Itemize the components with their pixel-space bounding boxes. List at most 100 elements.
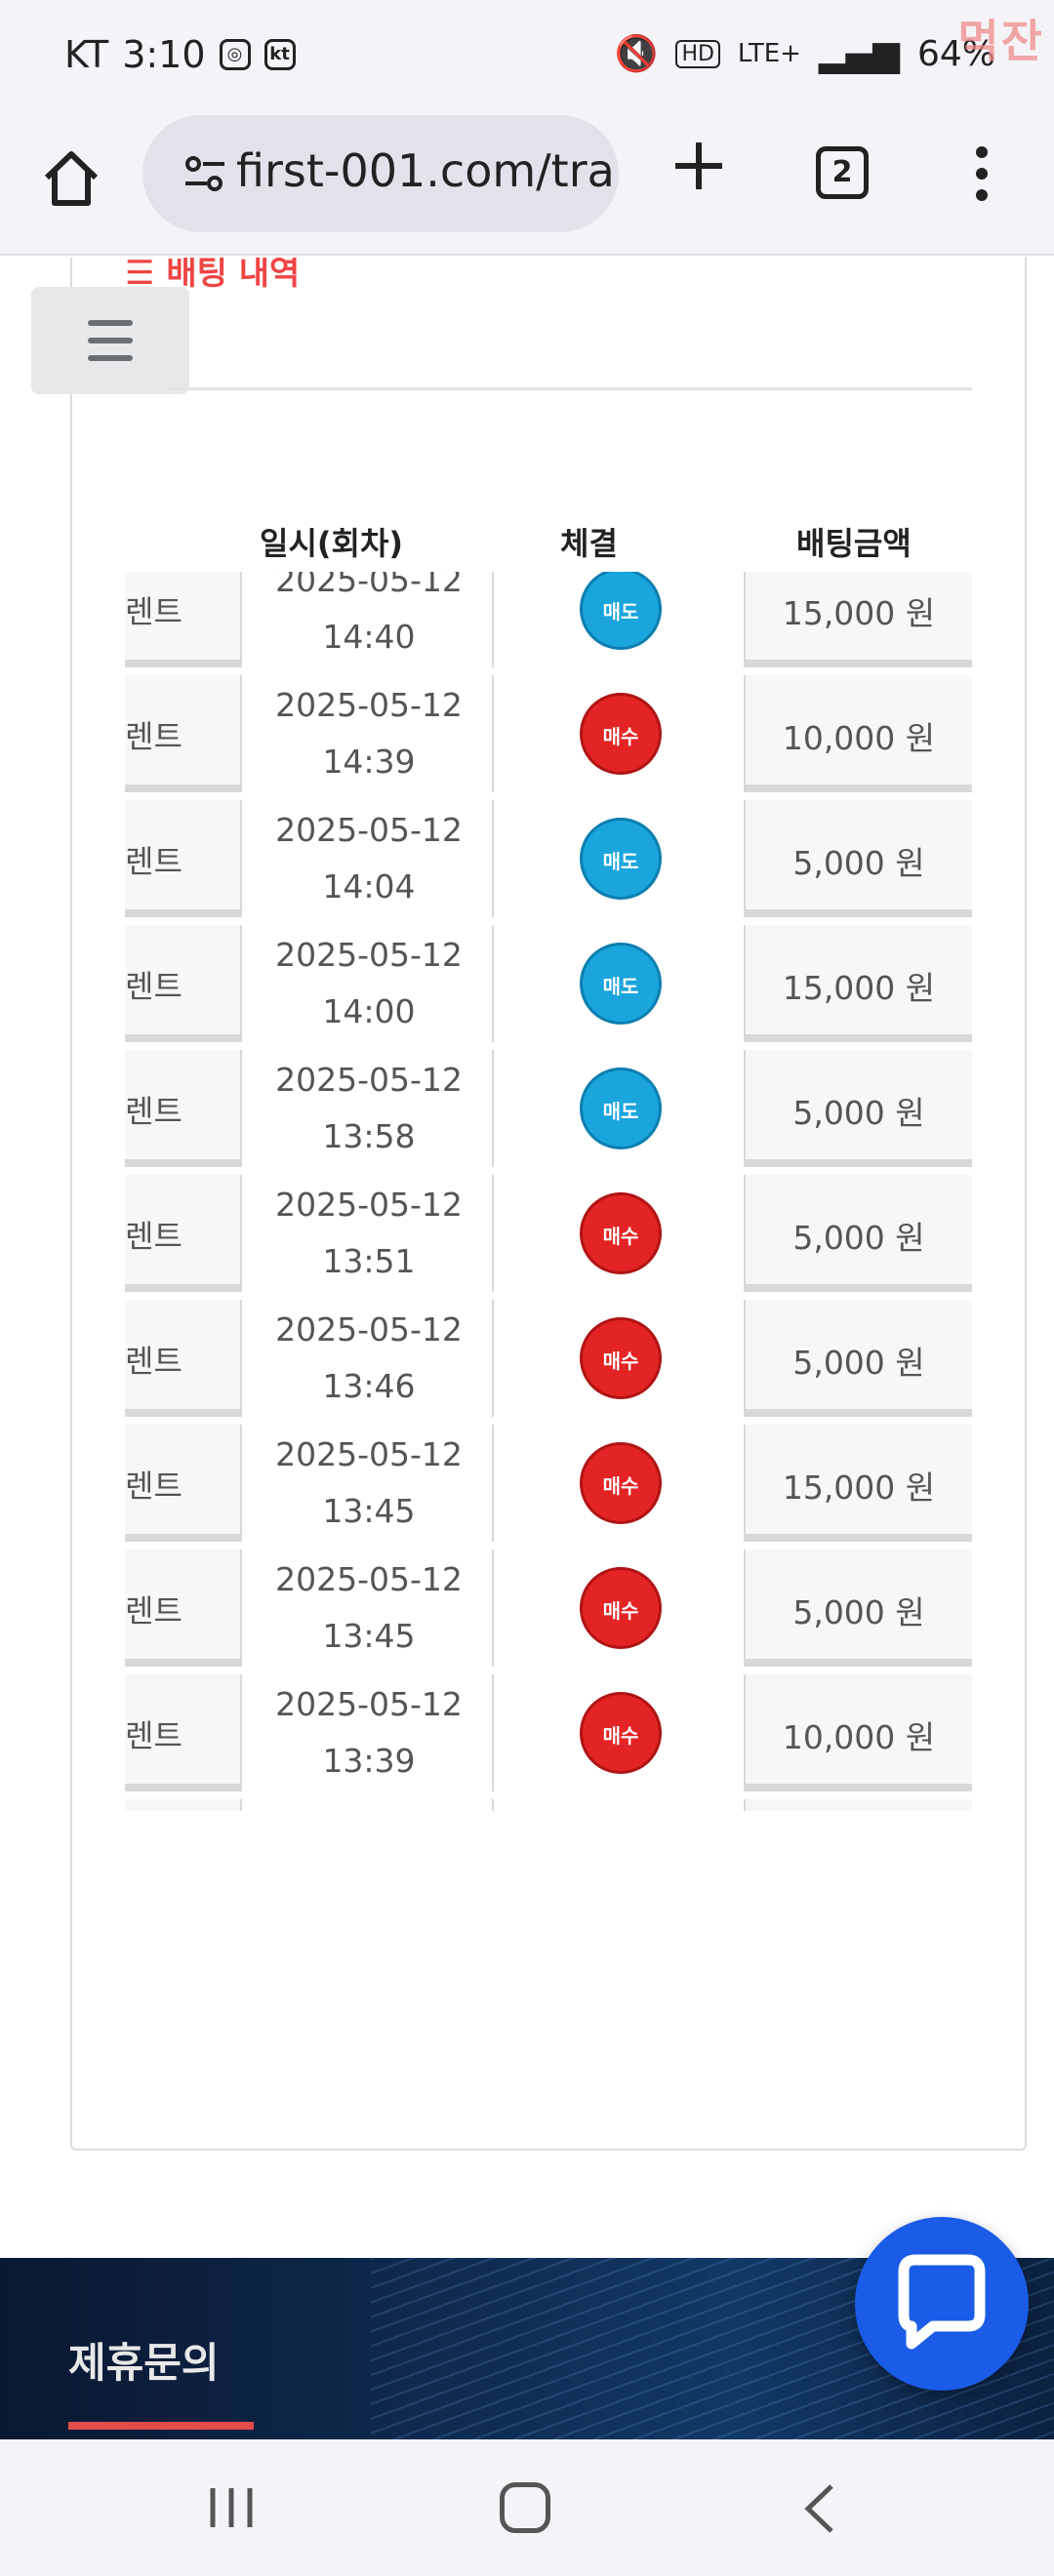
bet-time: 13:45 bbox=[322, 1617, 416, 1655]
overflow-menu-button[interactable] bbox=[974, 144, 990, 203]
table-row: 렌트 2025-05-12 13:45 매수 5,000 원 bbox=[125, 1550, 972, 1667]
cell-amount: 10,000 원 bbox=[746, 1799, 972, 1811]
cell-execution: 매수 bbox=[494, 1300, 746, 1417]
cell-execution: 매수 bbox=[494, 1175, 746, 1292]
recent-apps-icon[interactable] bbox=[207, 2486, 256, 2529]
cell-game: 렌트 bbox=[125, 1550, 240, 1667]
bet-date: 2025-05-12 bbox=[275, 1685, 463, 1723]
network-label: LTE+ bbox=[737, 39, 801, 68]
url-bar[interactable]: first-001.com/tra bbox=[142, 115, 619, 232]
table-row: 렌트 2025-05-12 14:04 매도 5,000 원 bbox=[125, 800, 972, 917]
table-row: 렌트 2025-05-12 14:40 매도 15,000 원 bbox=[125, 572, 972, 667]
header-datetime: 일시(회차) bbox=[260, 525, 404, 562]
bet-time: 13:46 bbox=[322, 1367, 416, 1405]
cell-datetime: 2025-05-12 14:04 bbox=[240, 800, 494, 917]
sell-badge: 매도 bbox=[580, 572, 662, 650]
cell-amount: 10,000 원 bbox=[746, 1674, 972, 1791]
game-name: 렌트 bbox=[125, 1093, 182, 1130]
hamburger-icon-line bbox=[88, 355, 133, 361]
footer-underline bbox=[68, 2422, 254, 2430]
table-row: 렌트 2025-05-12 14:39 매수 10,000 원 bbox=[125, 675, 972, 792]
system-nav-bar bbox=[0, 2439, 1054, 2576]
table-row: 렌트 2025-05-12 13:58 매도 5,000 원 bbox=[125, 1050, 972, 1167]
cell-game: 렌트 bbox=[125, 1175, 240, 1292]
cell-datetime: 2025-05-12 13:46 bbox=[240, 1300, 494, 1417]
sell-badge: 매도 bbox=[580, 943, 662, 1025]
home-button[interactable] bbox=[37, 144, 105, 213]
cell-execution: 매도 bbox=[494, 925, 746, 1042]
partnership-inquiry-link[interactable]: 제휴문의 bbox=[68, 2339, 220, 2387]
cell-amount: 5,000 원 bbox=[746, 1175, 972, 1292]
bet-date: 2025-05-12 bbox=[275, 1061, 463, 1099]
cell-datetime: 2025-05-12 13:51 bbox=[240, 1175, 494, 1292]
game-name: 렌트 bbox=[125, 1592, 182, 1630]
sell-badge: 매도 bbox=[580, 1067, 662, 1149]
kt-app-icon: kt bbox=[264, 39, 296, 70]
game-name: 렌트 bbox=[125, 1717, 182, 1754]
home-nav-icon[interactable] bbox=[500, 2482, 550, 2533]
cell-game: 렌트 bbox=[125, 572, 240, 667]
cell-execution: 매수 bbox=[494, 1550, 746, 1667]
chat-button[interactable] bbox=[855, 2217, 1029, 2391]
bet-amount: 10,000 원 bbox=[782, 719, 936, 757]
bet-amount: 15,000 원 bbox=[782, 1469, 936, 1507]
bet-time: 14:04 bbox=[322, 867, 416, 906]
bet-date: 2025-05-12 bbox=[275, 686, 463, 724]
game-name: 렌트 bbox=[125, 1218, 182, 1255]
instagram-icon: ◎ bbox=[219, 39, 251, 70]
header-bet-amount: 배팅금액 bbox=[796, 525, 912, 562]
cell-amount: 5,000 원 bbox=[746, 800, 972, 917]
bet-time: 13:45 bbox=[322, 1492, 416, 1530]
hamburger-icon-line bbox=[88, 338, 133, 343]
cell-game: 렌트 bbox=[125, 675, 240, 792]
bet-amount: 5,000 원 bbox=[792, 1094, 925, 1132]
cell-game: 렌트 bbox=[125, 1300, 240, 1417]
new-tab-button[interactable] bbox=[671, 139, 726, 193]
bet-date: 2025-05-12 bbox=[275, 572, 463, 599]
bet-amount: 5,000 원 bbox=[792, 844, 925, 882]
bet-date: 2025-05-12 bbox=[275, 1560, 463, 1598]
bet-date: 2025-05-12 bbox=[275, 1310, 463, 1348]
hd-icon: HD bbox=[675, 39, 720, 68]
cell-execution: 매수 bbox=[494, 1799, 746, 1811]
bet-time: 13:51 bbox=[322, 1242, 416, 1280]
cell-execution: 매수 bbox=[494, 675, 746, 792]
bet-date: 2025-05-12 bbox=[275, 1435, 463, 1473]
cell-execution: 매도 bbox=[494, 572, 746, 667]
game-name: 렌트 bbox=[125, 968, 182, 1005]
bet-time: 14:00 bbox=[322, 992, 416, 1030]
plus-icon bbox=[675, 142, 722, 189]
table-row: 렌트 2025-05-12 13:51 매수 5,000 원 bbox=[125, 1175, 972, 1292]
home-icon bbox=[44, 151, 99, 206]
back-icon[interactable] bbox=[800, 2482, 839, 2535]
tab-switcher-button[interactable]: 2 bbox=[816, 146, 869, 199]
game-name: 렌트 bbox=[125, 1468, 182, 1505]
sidebar-toggle-button[interactable] bbox=[31, 287, 189, 394]
bet-amount: 5,000 원 bbox=[792, 1344, 925, 1382]
buy-badge: 매수 bbox=[580, 1192, 662, 1274]
bet-date: 2025-05-12 bbox=[275, 811, 463, 849]
buy-badge: 매수 bbox=[580, 1317, 662, 1399]
game-name: 렌트 bbox=[125, 593, 182, 630]
url-text: first-001.com/tra bbox=[236, 144, 615, 197]
buy-badge: 매수 bbox=[580, 1567, 662, 1649]
sell-badge: 매도 bbox=[580, 818, 662, 900]
cell-execution: 매도 bbox=[494, 800, 746, 917]
status-bar: KT 3:10 ◎ kt 🔇 HD LTE+ ▂▄▆ 64% 먹잔 bbox=[0, 0, 1054, 109]
watermark-logo: 먹잔 bbox=[957, 15, 1044, 67]
cell-datetime: 2025-05-12 13:45 bbox=[240, 1425, 494, 1542]
divider bbox=[168, 387, 972, 390]
bet-amount: 5,000 원 bbox=[792, 1219, 925, 1257]
table-row: 렌트 2025-05-12 13:39 매수 10,000 원 bbox=[125, 1674, 972, 1791]
cell-game: 렌트 bbox=[125, 800, 240, 917]
bet-time: 13:39 bbox=[322, 1742, 416, 1780]
cell-amount: 15,000 원 bbox=[746, 1425, 972, 1542]
bet-date: 2025-05-12 bbox=[275, 1186, 463, 1224]
cell-game: 렌트 bbox=[125, 925, 240, 1042]
status-left: KT 3:10 ◎ kt bbox=[64, 33, 296, 76]
cell-datetime: 2025-05-12 14:39 bbox=[240, 675, 494, 792]
hamburger-icon bbox=[88, 320, 133, 326]
footer-banner: 제휴문의 bbox=[0, 2258, 1054, 2439]
cell-execution: 매수 bbox=[494, 1674, 746, 1791]
bet-date: 2025-05-12 bbox=[275, 936, 463, 974]
